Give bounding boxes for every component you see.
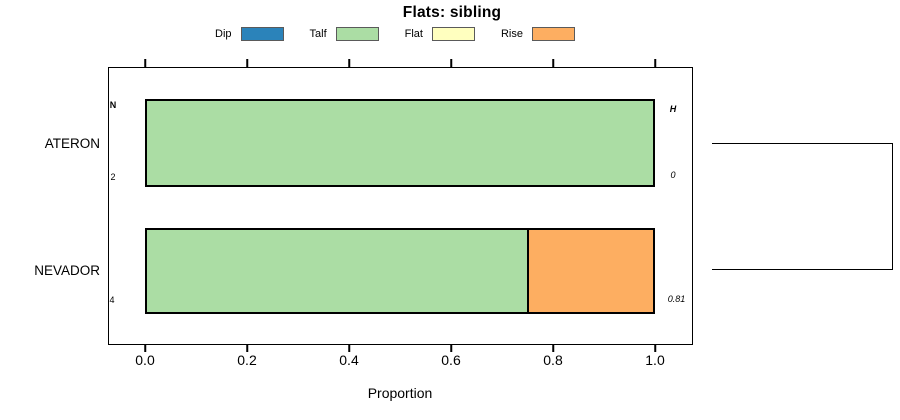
x-axis-tick-top (552, 59, 554, 67)
category-label-nevador: NEVADOR (34, 263, 100, 278)
legend-item-flat: Flat (405, 27, 475, 41)
x-axis-tick-top (450, 59, 452, 67)
entropy-value-ateron: 0 (670, 170, 676, 180)
bar-segment-nevador-rise (526, 230, 653, 312)
x-axis-tick-bottom (654, 344, 656, 352)
bar-nevador (145, 228, 655, 314)
x-axis-label: Proportion (367, 385, 433, 401)
legend-label: Dip (215, 28, 232, 40)
entropy-header: H (669, 104, 677, 114)
x-tick-label: 0.8 (543, 352, 563, 368)
x-axis-tick-top (348, 59, 350, 67)
legend-item-dip: Dip (215, 27, 284, 41)
x-tick-label: 1.0 (645, 352, 665, 368)
bar-segment-ateron-talf (147, 101, 653, 185)
legend-swatch-flat (431, 27, 475, 41)
count-header: N (109, 100, 117, 110)
x-tick-label: 0.2 (237, 352, 257, 368)
cluster-bracket (712, 143, 893, 270)
bar-ateron (145, 99, 655, 187)
category-label-ateron: ATERON (44, 136, 100, 151)
entropy-value-nevador: 0.81 (667, 294, 686, 304)
x-axis-tick-bottom (246, 344, 248, 352)
legend-label: Flat (404, 28, 423, 40)
count-value-ateron: 2 (110, 172, 116, 182)
legend-swatch-talf (335, 27, 379, 41)
legend: Dip Talf Flat Rise (0, 25, 790, 43)
legend-item-talf: Talf (310, 27, 379, 41)
x-axis-tick-bottom (144, 344, 146, 352)
legend-label: Rise (500, 28, 523, 40)
x-axis-tick-bottom (450, 344, 452, 352)
count-value-nevador: 4 (109, 295, 115, 305)
legend-label: Talf (309, 28, 327, 40)
x-tick-label: 0.6 (441, 352, 461, 368)
x-axis-tick-bottom (552, 344, 554, 352)
legend-swatch-rise (532, 27, 575, 41)
x-axis-tick-bottom (348, 344, 350, 352)
bar-segment-nevador-talf (147, 230, 527, 312)
x-tick-label: 0.0 (135, 352, 155, 368)
x-axis-tick-top (246, 59, 248, 67)
legend-item-rise: Rise (501, 27, 575, 41)
legend-swatch-dip (240, 27, 284, 41)
x-axis-tick-top (144, 59, 146, 67)
x-axis-tick-top (654, 59, 656, 67)
chart-title: Flats: sibling (402, 4, 502, 21)
x-tick-label: 0.4 (339, 352, 359, 368)
